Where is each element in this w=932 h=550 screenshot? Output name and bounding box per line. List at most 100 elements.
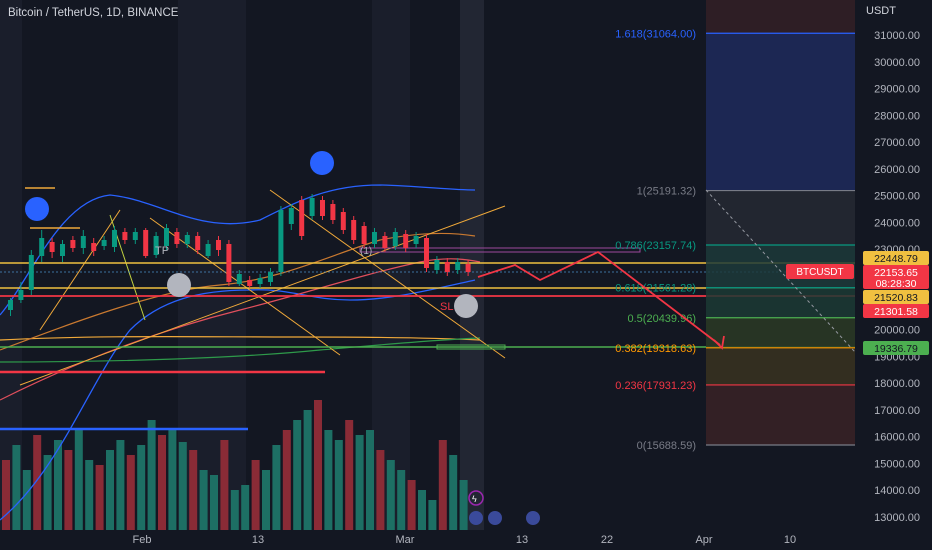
trendline <box>149 217 341 356</box>
volume-bar <box>314 400 322 530</box>
volume-bar <box>158 435 166 530</box>
volume-bar <box>272 445 281 530</box>
price-tick: 30000.00 <box>874 57 920 69</box>
candle-body <box>80 236 86 248</box>
volume-bar <box>386 460 395 530</box>
projection-path <box>477 250 721 346</box>
range-band <box>372 0 410 530</box>
marker-circle-gray[interactable] <box>167 273 191 297</box>
fib-level-label: 1.618(31064.00) <box>615 28 696 40</box>
time-scale[interactable] <box>0 530 932 550</box>
volume-bar <box>324 430 333 530</box>
us-flag-icon[interactable] <box>488 511 502 525</box>
symbol-tag[interactable] <box>786 264 854 279</box>
time-tick: 10 <box>784 534 796 546</box>
volume-bar <box>54 440 62 530</box>
candle-body <box>122 232 128 240</box>
time-tick: Apr <box>695 534 712 546</box>
bollinger-lower <box>0 279 476 521</box>
volume-bar <box>126 455 135 530</box>
candle-body <box>340 212 346 230</box>
us-flag-icon[interactable] <box>526 511 540 525</box>
fib-zone <box>706 33 855 191</box>
price-tick: 25000.00 <box>874 191 920 203</box>
level-low-value: 21301.58 <box>874 306 918 318</box>
price-tick: 29000.00 <box>874 84 920 96</box>
volume-bar <box>428 500 437 530</box>
price-tick: 27000.00 <box>874 137 920 149</box>
zone-box <box>359 247 641 253</box>
candle-body <box>164 228 169 246</box>
fib-level-label: 0.5(20439.96) <box>628 313 697 325</box>
fib-level-label: 0.382(19318.63) <box>615 343 696 355</box>
candle-body <box>28 255 34 290</box>
ma-orange <box>0 336 481 341</box>
marker-circle-blue[interactable] <box>310 151 334 175</box>
price-tick: 14000.00 <box>874 485 920 497</box>
time-tick: 13 <box>252 534 264 546</box>
candle-body <box>153 236 159 255</box>
fibonacci-lines: 1.618(31064.00) 1(25191.32) 0.786(23157.74… <box>615 28 855 452</box>
price-tick: 28000.00 <box>874 110 920 122</box>
fib-diagonal <box>705 189 856 353</box>
lightning-icon-glyph: ϟ <box>472 494 477 504</box>
fib-zone <box>706 317 855 348</box>
volume-bar <box>189 450 198 530</box>
volume-bar <box>210 475 218 530</box>
volume-bar <box>64 450 73 530</box>
candle-body <box>174 232 180 244</box>
fib-zone <box>706 190 855 245</box>
fib-zone <box>706 287 855 318</box>
candle-body <box>39 238 45 256</box>
volume-bar <box>230 490 239 530</box>
candle-body <box>143 230 149 256</box>
candle-body <box>372 232 377 244</box>
volume-bar <box>220 440 229 530</box>
us-flag-icon[interactable] <box>469 511 483 525</box>
candle-body <box>309 198 315 216</box>
candle-body <box>184 235 190 244</box>
candle-body <box>351 220 357 240</box>
volume-bar <box>449 455 458 530</box>
volume-bar <box>85 460 94 530</box>
marker-circle-gray[interactable] <box>454 294 478 318</box>
fib-zone <box>706 347 855 385</box>
candlesticks <box>8 194 471 316</box>
trendline <box>39 209 121 331</box>
fib-level-label: 0.786(23157.74) <box>615 240 696 252</box>
marker-circle-blue[interactable] <box>25 197 49 221</box>
price-tick: 13000.00 <box>874 512 920 524</box>
volume-bar <box>407 480 416 530</box>
candle-body <box>392 232 398 246</box>
fib-level-label: 0.236(17931.23) <box>615 380 696 392</box>
ma-green <box>0 337 481 363</box>
volume-bar <box>74 430 83 530</box>
ma-orange-fast <box>0 232 476 351</box>
fib-zone <box>706 384 855 446</box>
countdown-value: 08:28:30 <box>876 278 917 290</box>
sl-label: SL <box>440 301 453 313</box>
candle-body <box>413 236 419 244</box>
candle-body <box>49 242 55 252</box>
candle-body <box>257 278 263 284</box>
fib-level-label: 0(15688.59) <box>637 440 696 452</box>
tp-label: TP <box>155 245 169 257</box>
volume-bars <box>2 400 468 530</box>
volume-bar <box>355 435 364 530</box>
candle-body <box>60 244 65 256</box>
candle-body <box>455 262 461 270</box>
volume-bar <box>106 450 114 530</box>
current-price-value: 22153.65 <box>874 267 918 279</box>
price-tick: 18000.00 <box>874 378 920 390</box>
candle-body <box>112 230 117 247</box>
lightning-event-icon[interactable] <box>468 490 484 506</box>
candle-body <box>101 240 107 246</box>
volume-bar <box>137 445 146 530</box>
current-price-tag <box>863 265 929 289</box>
volume-bar <box>251 460 260 530</box>
candle-body <box>268 272 273 282</box>
volume-bar <box>334 440 343 530</box>
level-mid-tag <box>863 290 929 304</box>
volume-bar <box>147 420 156 530</box>
